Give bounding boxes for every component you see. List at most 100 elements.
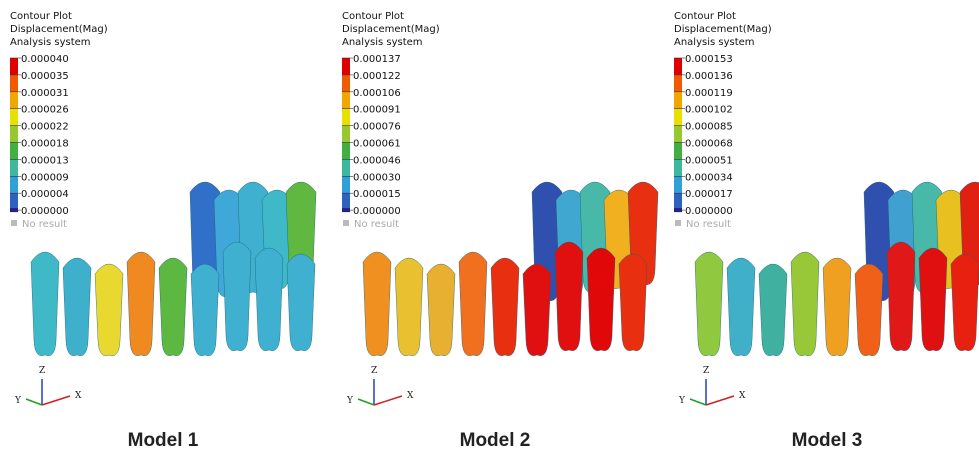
legend-band [10,193,18,211]
tooth [854,263,884,356]
no-result-swatch [675,220,681,226]
legend-label: 0.000017 [685,189,733,200]
legend-label: 0.000034 [685,172,733,183]
legend-band [10,142,18,160]
legend-label: 0.000137 [353,54,401,65]
legend-label: 0.000018 [21,139,69,150]
caption: Model 1 [128,430,199,451]
panel: Contour Plot Displacement(Mag) Analysis sy… [674,11,979,451]
legend-label: 0.000013 [21,155,69,166]
legend-label: 0.000091 [353,105,401,116]
axis-z-label: Z [371,366,377,376]
tooth [362,251,392,356]
tooth [822,257,852,356]
tooth [790,251,820,356]
legend-band [674,91,682,109]
legend-label: 0.000000 [685,206,733,217]
legend-label: 0.000102 [685,105,733,116]
tooth [618,253,648,351]
legend-band [342,159,350,177]
legend-band [10,176,18,194]
legend-label: 0.000136 [685,71,733,82]
legend-band [342,58,350,75]
header-line: Displacement(Mag) [10,24,108,35]
panel: Contour Plot Displacement(Mag) Analysis sy… [10,11,317,451]
legend-label: 0.000051 [685,155,733,166]
legend-label: 0.000068 [685,139,733,150]
legend-label: 0.000009 [21,172,69,183]
tooth [886,241,916,351]
tooth [758,263,788,356]
legend-band [674,176,682,194]
legend-band [342,125,350,143]
tooth [490,257,520,356]
header-line: Analysis system [674,37,755,48]
legend-band [342,108,350,126]
legend-label: 0.000085 [685,122,733,133]
no-result-label: No result [354,219,399,230]
tooth [586,247,616,351]
axis-x [41,395,71,406]
legend-label: 0.000015 [353,189,401,200]
tooth [94,263,124,356]
legend-band [342,91,350,109]
legend-band [674,74,682,92]
tooth [30,251,60,356]
legend-band [10,74,18,92]
legend-band [674,58,682,75]
header-line: Displacement(Mag) [674,24,772,35]
axis-y [689,398,707,406]
legend-band [674,108,682,126]
axis-y [25,398,43,406]
axis-x [373,395,403,406]
legend-label: 0.000122 [353,71,401,82]
caption: Model 3 [792,430,863,451]
legend-band [10,91,18,109]
header-line: Contour Plot [10,11,72,22]
model-render [30,181,317,356]
tooth [222,241,252,351]
legend-label: 0.000022 [21,122,69,133]
tooth [522,263,552,356]
tooth [458,251,488,356]
legend-band [674,142,682,160]
model-render [694,181,979,356]
axis-y-label: Y [14,396,22,406]
legend-label: 0.000030 [353,172,401,183]
legend-label: 0.000004 [21,189,69,200]
legend-band [674,193,682,211]
axis-y [357,398,375,406]
no-result-swatch [343,220,349,226]
legend-label: 0.000153 [685,54,733,65]
axis-x-label: X [739,391,746,401]
tooth [190,263,220,356]
axis-x-label: X [75,391,82,401]
tooth [426,263,456,356]
legend-band [10,58,18,75]
tooth [62,257,92,356]
tooth [126,251,156,356]
legend-label: 0.000000 [21,206,69,217]
tooth [918,247,948,351]
no-result-label: No result [686,219,731,230]
legend-label: 0.000040 [21,54,69,65]
legend-label: 0.000031 [21,88,69,99]
legend-label: 0.000046 [353,155,401,166]
legend-label: 0.000000 [353,206,401,217]
legend-label: 0.000106 [353,88,401,99]
legend-label: 0.000035 [21,71,69,82]
axis-y-label: Y [346,396,354,406]
legend-band [342,193,350,211]
caption: Model 2 [460,430,531,451]
legend-label: 0.000061 [353,139,401,150]
tooth [554,241,584,351]
legend-band [674,125,682,143]
legend-band [342,74,350,92]
axis-z-label: Z [703,366,709,376]
model-render [362,181,659,356]
tooth [158,257,188,356]
header-line: Analysis system [342,37,423,48]
no-result-label: No result [22,219,67,230]
